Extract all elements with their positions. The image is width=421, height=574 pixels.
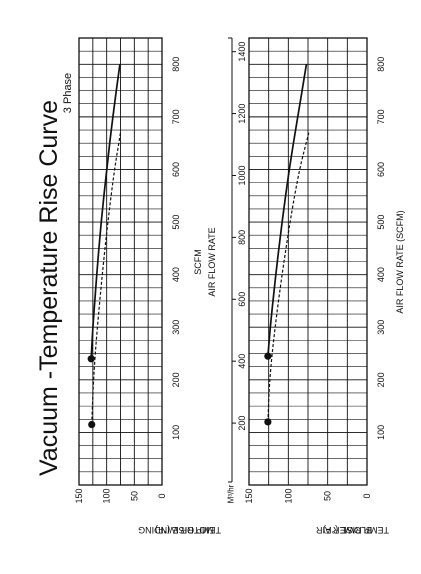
y-tick-label: 50 — [323, 491, 333, 501]
x-axis-title: SCFM — [193, 249, 203, 275]
x-axis-title: AIR FLOW RATE (SCFM) — [395, 210, 405, 313]
secondary-tick-label: 600 — [237, 292, 247, 307]
y-axis-title: MOTOR WINDING — [138, 525, 214, 535]
x-tick-label: 200 — [376, 372, 386, 387]
x-tick-label: 600 — [171, 162, 181, 177]
x-tick-label: 200 — [171, 372, 181, 387]
series-line-dashed — [91, 132, 122, 425]
x-tick-label: 300 — [376, 320, 386, 335]
y-tick-label: 150 — [74, 488, 84, 503]
y-tick-label: 150 — [244, 488, 254, 503]
y-tick-label: 0 — [157, 493, 167, 498]
x-tick-label: 800 — [376, 57, 386, 72]
y-tick-label: 100 — [102, 488, 112, 503]
secondary-tick-label: 1000 — [237, 165, 247, 185]
series-line-solid — [90, 64, 121, 359]
data-point-marker — [264, 352, 272, 360]
plot-frame — [248, 37, 368, 486]
secondary-tick-label: 200 — [237, 416, 247, 431]
y-axis-title: TEMP RISE (°F) — [323, 525, 389, 535]
x-tick-label: 100 — [376, 425, 386, 440]
x-tick-label: 800 — [171, 57, 181, 72]
chart-title: Vacuum -Temperature Rise Curve — [35, 100, 63, 476]
data-point-marker — [87, 355, 95, 363]
x-tick-label: 700 — [376, 109, 386, 124]
y-tick-label: 100 — [283, 488, 293, 503]
x-tick-label: 300 — [171, 320, 181, 335]
x-tick-label: 100 — [171, 425, 181, 440]
x-tick-label: 600 — [376, 162, 386, 177]
secondary-tick-label: 1400 — [237, 42, 247, 62]
secondary-tick-label: 800 — [237, 230, 247, 245]
series-line-dashed — [267, 132, 310, 422]
x-tick-label: 700 — [171, 109, 181, 124]
x-axis-title: AIR FLOW RATE — [207, 227, 217, 296]
secondary-tick-label: 1200 — [237, 104, 247, 124]
plot-frame — [78, 37, 163, 486]
x-tick-label: 500 — [376, 215, 386, 230]
chart-subtitle: 3 Phase — [62, 73, 74, 113]
x-tick-label: 400 — [171, 267, 181, 282]
y-axis-title: TEMP RISE (°F) — [155, 525, 221, 535]
secondary-axis-unit: M³/hr — [227, 484, 236, 503]
series-line-solid — [267, 64, 308, 357]
x-tick-label: 500 — [171, 215, 181, 230]
secondary-tick-label: 400 — [237, 354, 247, 369]
x-tick-label: 400 — [376, 267, 386, 282]
y-tick-label: 50 — [129, 491, 139, 501]
y-tick-label: 0 — [362, 493, 372, 498]
data-point-marker — [264, 418, 272, 426]
data-point-marker — [88, 420, 96, 429]
y-axis-title: BLOWER AIR — [315, 525, 372, 535]
